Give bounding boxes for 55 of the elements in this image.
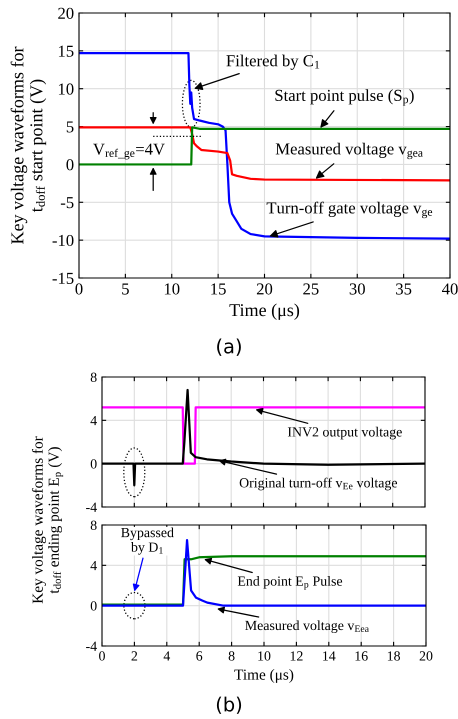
x-axis-title: Time (μs) [234, 669, 294, 683]
x-tick-label: 4 [164, 651, 170, 660]
x-tick-label: 8 [228, 651, 235, 661]
text: (b) [216, 696, 242, 714]
y-tick-label: 10 [58, 83, 74, 95]
x-tick-label: 2 [132, 651, 138, 660]
annotation: Original turn-off v$_{Ee}$ voltage [240, 478, 398, 490]
y-axis-title: Key voltage waveforms for t$_{doff}$ start point (V) [10, 46, 46, 244]
x-tick-label: 10 [258, 651, 270, 661]
line-series [79, 52, 450, 240]
line-series [102, 555, 426, 606]
y-tick-label: 20 [58, 8, 74, 19]
x-axis-title: Time (μs) [229, 304, 300, 320]
x-tick-label: 18 [388, 651, 400, 661]
y-tick-label: 0 [90, 601, 97, 611]
text: (a) [217, 338, 241, 356]
y-tick-label: 5 [66, 121, 74, 133]
y-axis-title: Key voltage waveforms for t$_{doff}$ ending point E$_{p}$ (V) [32, 436, 64, 604]
annotation: End point E$_{p}$ Pulse [238, 576, 342, 590]
x-tick-label: 0 [75, 283, 83, 295]
x-tick-label: 6 [196, 651, 202, 661]
annotation: INV2 output voltage [288, 426, 402, 440]
y-tick-label: -10 [52, 234, 74, 246]
x-tick-label: 16 [355, 651, 368, 661]
annotation: Measured voltage v$_{gea}$ [276, 142, 423, 160]
x-tick-label: 0 [99, 651, 105, 661]
y-tick-label: 4 [90, 416, 97, 426]
annotation: Measured voltage v$_{Eea}$ [245, 620, 369, 633]
annotation: V$_{ref_ge}$=4V [93, 144, 165, 160]
x-tick-label: 25 [303, 283, 319, 295]
x-tick-label: 14 [323, 651, 336, 660]
x-tick-label: 5 [122, 284, 129, 295]
x-tick-label: 15 [211, 283, 226, 295]
annotation: Filtered by C$_{1}$ [226, 54, 320, 70]
y-tick-label: 0 [90, 459, 97, 469]
y-tick-label: -4 [86, 642, 97, 651]
y-tick-label: 8 [90, 372, 97, 382]
x-tick-label: 12 [290, 651, 303, 660]
y-tick-label: -4 [86, 502, 97, 512]
x-tick-label: 20 [420, 651, 432, 661]
x-tick-label: 35 [396, 283, 412, 295]
annotation: Turn-off gate voltage v$_{ge}$ [266, 202, 432, 218]
annotation: Start point pulse (S$_{p}$) [275, 89, 414, 106]
y-tick-label: 15 [58, 46, 74, 57]
line-series [79, 126, 450, 182]
x-tick-label: 20 [256, 283, 272, 295]
x-tick-label: 10 [164, 283, 180, 295]
y-tick-label: -15 [52, 272, 74, 284]
x-tick-label: 40 [442, 283, 458, 295]
x-tick-label: 30 [350, 283, 365, 295]
annotation: Bypassed by D$_{1}$ [121, 527, 174, 555]
y-tick-label: 8 [90, 520, 97, 530]
y-tick-label: 0 [66, 159, 74, 170]
y-tick-label: 4 [90, 561, 97, 570]
y-tick-label: -5 [60, 197, 74, 208]
